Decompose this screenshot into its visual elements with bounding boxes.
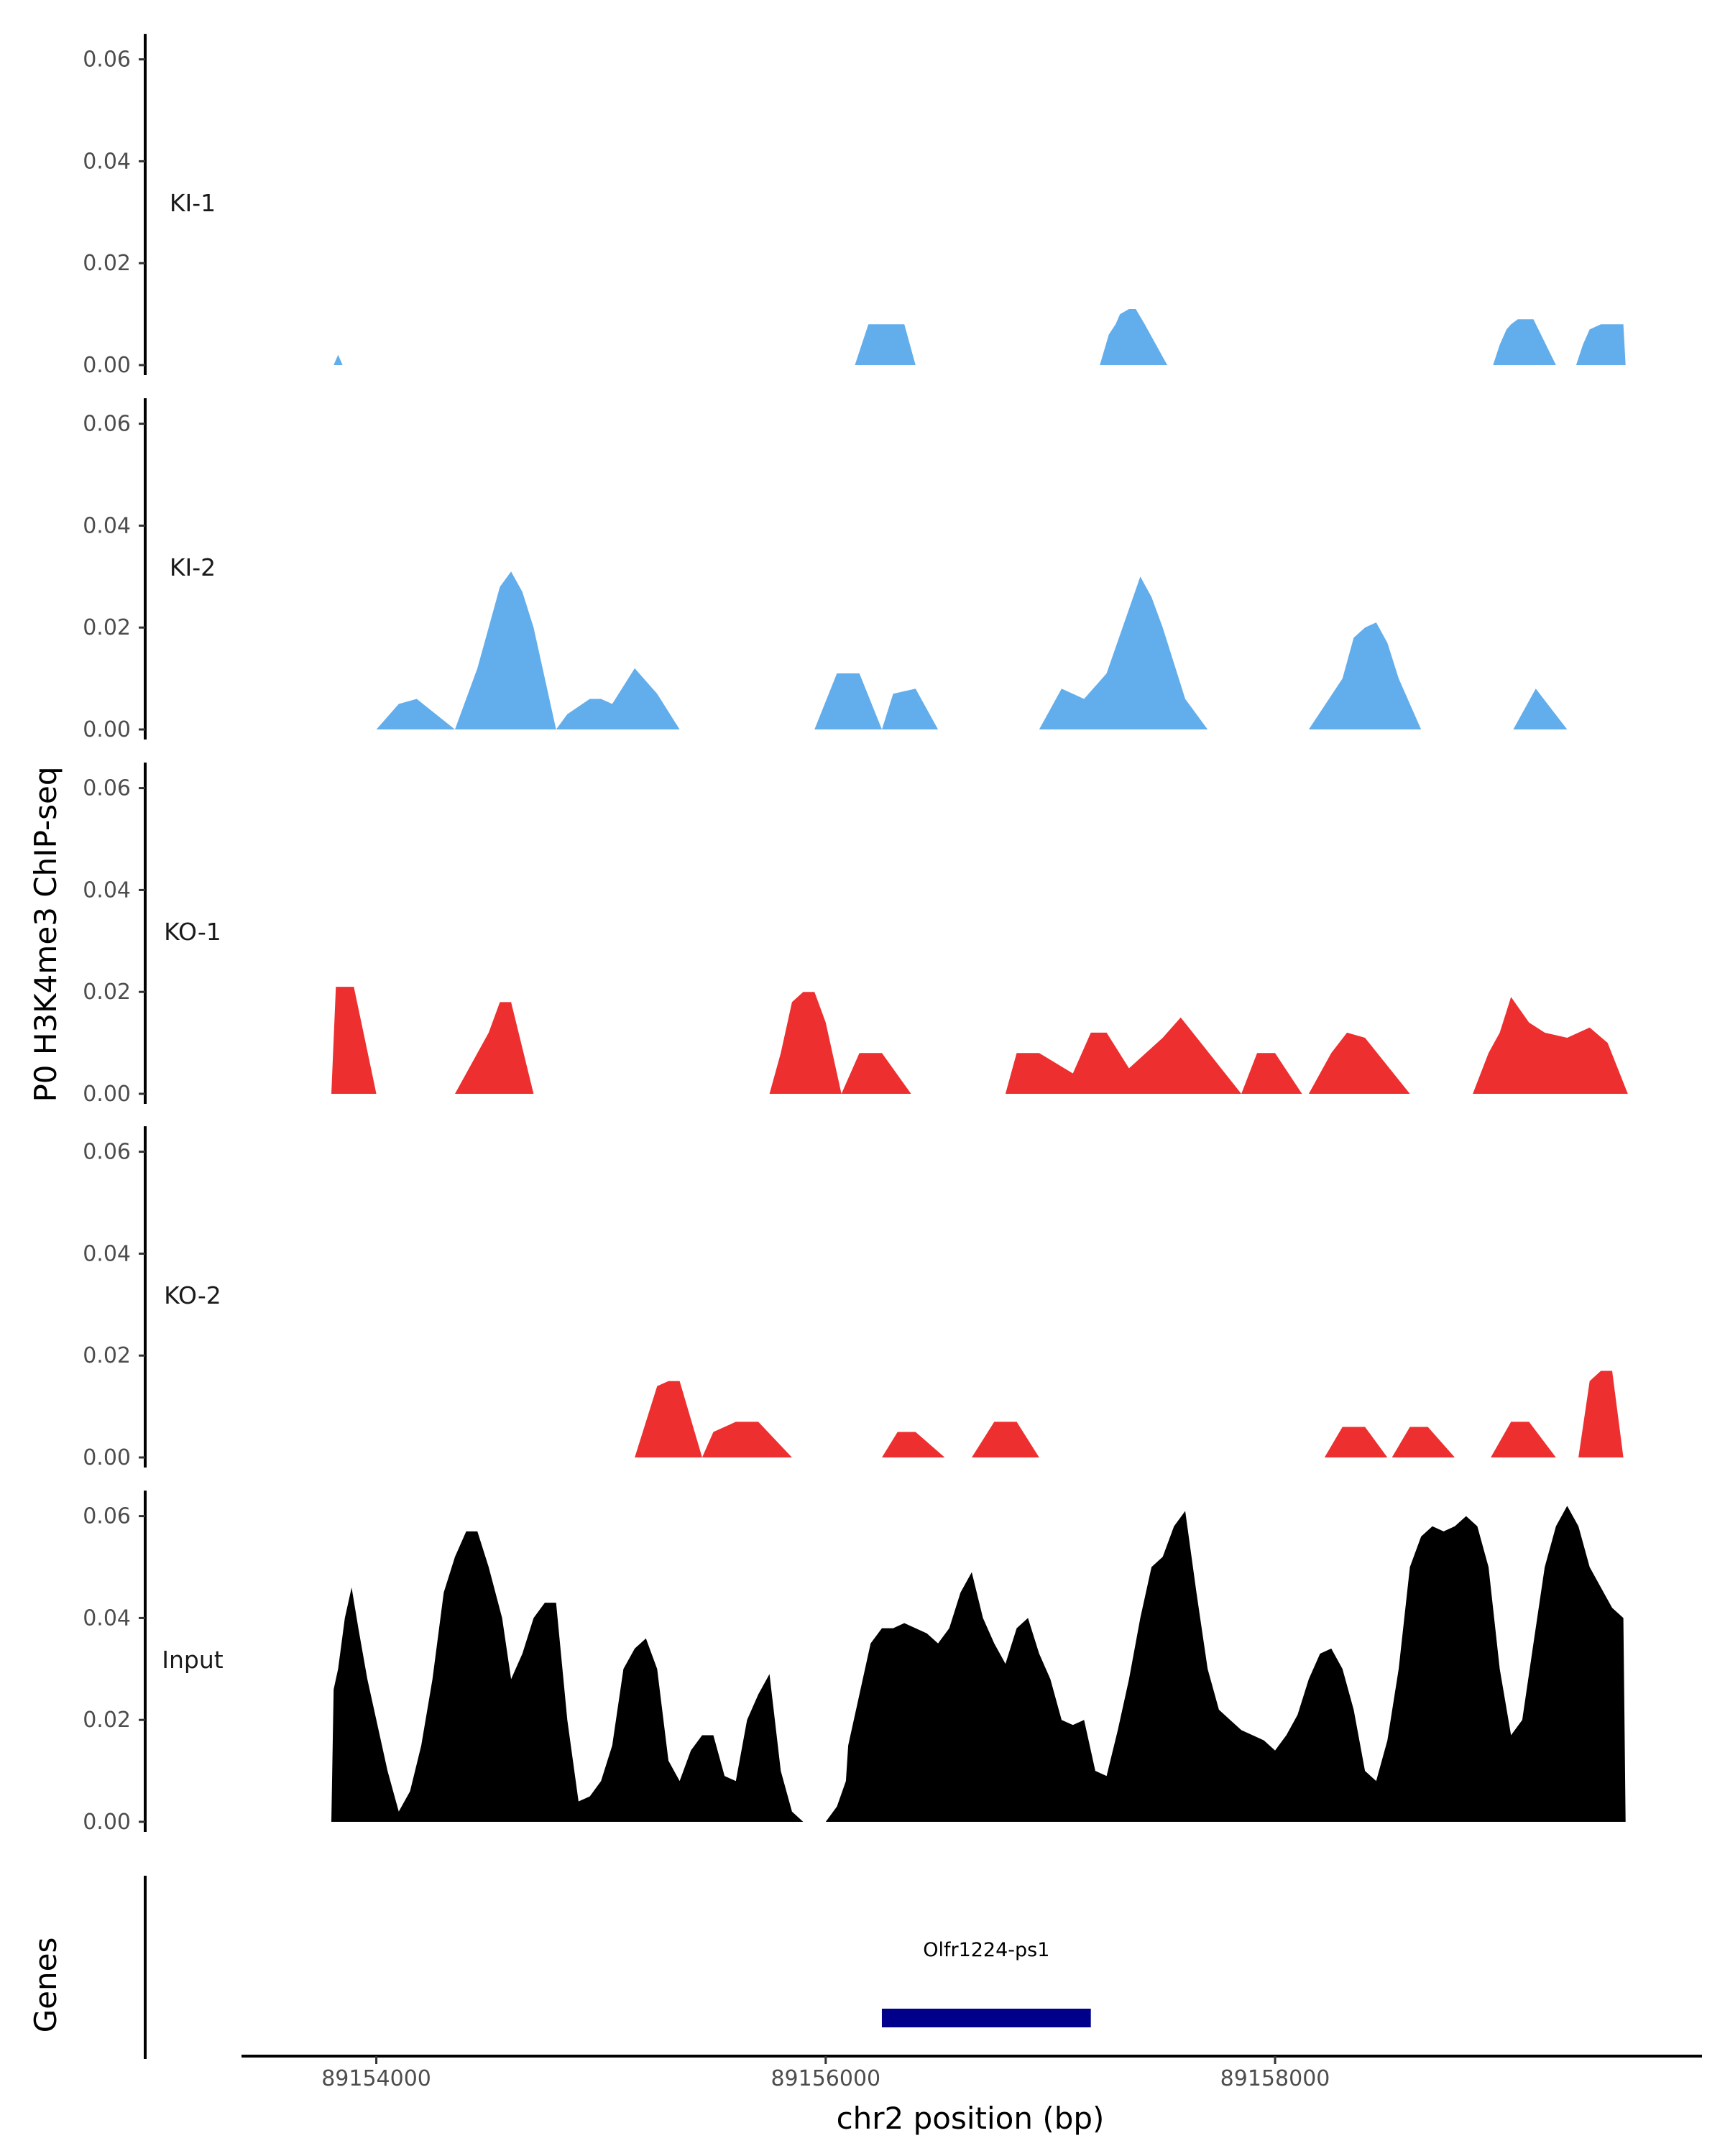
y-tick-label: 0.06 (83, 412, 131, 437)
gene-body-olfr1224-ps1 (881, 2009, 1091, 2027)
y-tick-label: 0.00 (83, 1445, 131, 1470)
y-tick-label: 0.04 (83, 513, 131, 538)
y-tick-label: 0.04 (83, 877, 131, 903)
track-label-ki-1: KI-1 (170, 189, 216, 217)
track-ko-1: 0.00 0.02 0.04 0.06 KO-1 (83, 763, 1628, 1107)
track-ki-1: 0.00 0.02 0.04 0.06 KI-1 (83, 34, 1626, 378)
track-label-ko-1: KO-1 (164, 918, 221, 946)
x-tick-label: 89158000 (1220, 2066, 1330, 2091)
genes-track: Genes Olfr1224-ps1 (28, 1876, 1091, 2059)
y-tick-label: 0.00 (83, 717, 131, 742)
x-axis-title: chr2 position (bp) (837, 2101, 1105, 2136)
signal-tracks: 0.00 0.02 0.04 0.06 KI-1 0.00 0.02 0.04 0.06 KI-2… (83, 34, 1628, 1835)
signal-area-input (331, 1506, 1626, 1822)
track-label-ko-2: KO-2 (164, 1281, 221, 1309)
track-input: 0.00 0.02 0.04 0.06 Input (83, 1491, 1626, 1835)
genes-track-title: Genes (28, 1938, 63, 2033)
y-tick-label: 0.06 (83, 1504, 131, 1529)
y-tick-label: 0.06 (83, 776, 131, 801)
y-tick-label: 0.00 (83, 353, 131, 378)
y-tick-label: 0.02 (83, 615, 131, 640)
x-tick-label: 89156000 (770, 2066, 880, 2091)
signal-area-ko-1 (331, 987, 1628, 1094)
y-tick-label: 0.02 (83, 980, 131, 1005)
signal-area-ki-2 (376, 571, 1568, 729)
y-tick-label: 0.06 (83, 47, 131, 73)
track-ko-2: 0.00 0.02 0.04 0.06 KO-2 (83, 1126, 1624, 1470)
y-tick-label: 0.04 (83, 149, 131, 174)
track-ki-2: 0.00 0.02 0.04 0.06 KI-2 (83, 398, 1568, 742)
y-tick-label: 0.00 (83, 1082, 131, 1107)
x-tick-label: 89154000 (321, 2066, 431, 2091)
y-axis-title: P0 H3K4me3 ChIP-seq (28, 766, 63, 1102)
y-tick-label: 0.02 (83, 1708, 131, 1733)
signal-area-ki-1 (334, 309, 1626, 365)
track-label-input: Input (162, 1646, 224, 1674)
y-tick-label: 0.00 (83, 1810, 131, 1835)
y-tick-label: 0.04 (83, 1241, 131, 1266)
y-tick-label: 0.02 (83, 1343, 131, 1368)
signal-area-ko-2 (635, 1370, 1624, 1457)
gene-label-olfr1224-ps1: Olfr1224-ps1 (923, 1939, 1049, 1961)
x-axis: chr2 position (bp) 89154000 89156000 89158… (242, 2055, 1702, 2136)
y-tick-label: 0.06 (83, 1140, 131, 1165)
track-label-ki-2: KI-2 (170, 553, 216, 581)
y-tick-label: 0.04 (83, 1606, 131, 1631)
y-tick-label: 0.02 (83, 251, 131, 276)
